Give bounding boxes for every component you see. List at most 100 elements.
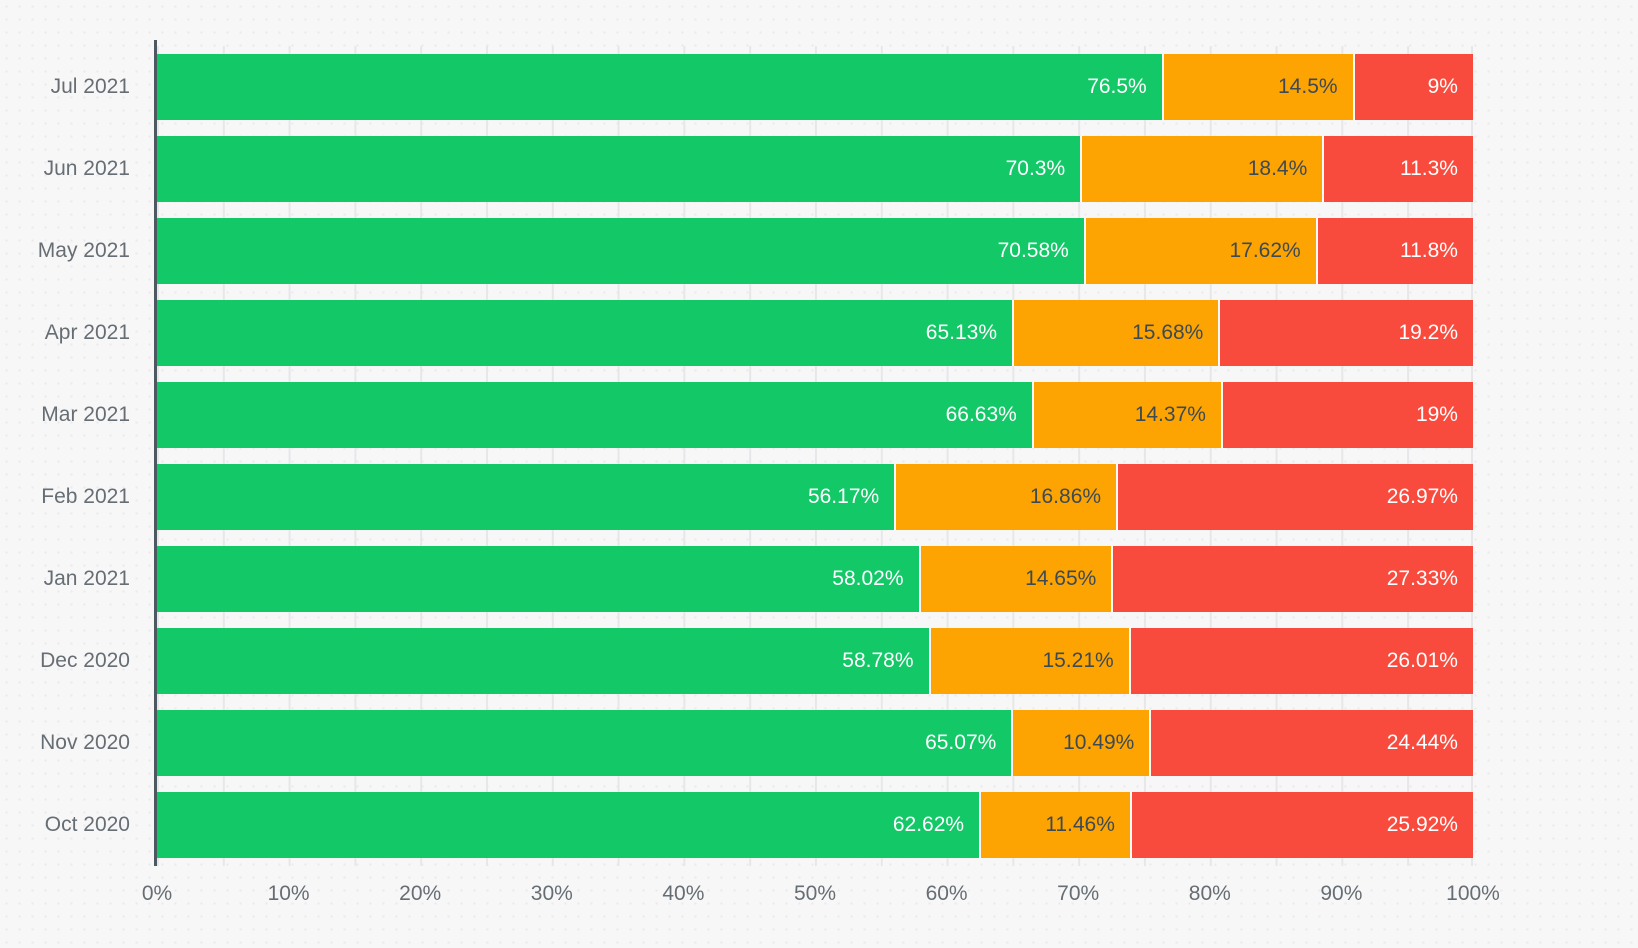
bar-segment-orange[interactable]: 15.21% [930,628,1131,694]
segment-value-label: 15.68% [1132,321,1204,344]
y-axis-label: Nov 2020 [40,731,130,754]
bar-row: 66.63% 14.37% 19% [157,374,1473,456]
plot-area: 76.5% 14.5% 9% 70.3% 18.4% 11.3% 70.58% 17.62% 1… [154,40,1473,866]
y-axis-line [154,40,157,866]
segment-value-label: 10.49% [1063,731,1135,754]
segment-value-label: 14.65% [1025,567,1097,590]
x-axis-tick-label: 0% [141,882,173,905]
segment-value-label: 11.46% [1045,813,1115,836]
bar-segment-green[interactable]: 65.07% [157,710,1014,776]
bar-segment-red[interactable]: 9% [1354,54,1473,120]
segment-value-label: 17.62% [1229,239,1301,262]
segment-value-label: 14.37% [1134,403,1206,426]
bar-segment-red[interactable]: 27.33% [1113,546,1473,612]
y-axis-label: Dec 2020 [40,649,130,672]
segment-value-label: 65.07% [925,731,997,754]
bar-segment-orange[interactable]: 14.65% [920,546,1114,612]
x-axis-tick-label: 50% [793,882,837,905]
y-axis-label: Jan 2021 [43,567,130,590]
x-axis-tick-label: 60% [925,882,968,905]
stacked-bar: 65.07% 10.49% 24.44% [157,710,1473,776]
segment-value-label: 24.44% [1386,731,1458,754]
x-axis-tick-label: 70% [1057,882,1100,905]
x-axis-tick-label: 20% [399,882,442,905]
stacked-bar: 66.63% 14.37% 19% [157,382,1473,448]
bar-segment-green[interactable]: 58.02% [157,546,921,612]
bar-segment-green[interactable]: 70.3% [157,136,1083,202]
bar-segment-red[interactable]: 19% [1222,382,1473,448]
segment-value-label: 26.01% [1386,649,1458,672]
stacked-bar: 58.02% 14.65% 27.33% [157,546,1473,612]
stacked-bar: 70.58% 17.62% 11.8% [157,218,1473,284]
segment-value-label: 76.5% [1087,75,1147,98]
bar-segment-green[interactable]: 56.17% [157,464,897,530]
segment-value-label: 16.86% [1029,485,1102,508]
stacked-bar: 70.3% 18.4% 11.3% [157,136,1473,202]
bar-segment-green[interactable]: 62.62% [157,792,982,858]
segment-value-label: 26.97% [1386,485,1458,508]
bar-segment-orange[interactable]: 17.62% [1085,218,1318,284]
y-axis-labels: Jul 2021 Jun 2021 May 2021 Apr 2021 Mar 2021… [0,46,130,866]
bar-row: 65.13% 15.68% 19.2% [157,292,1473,374]
stacked-bar: 76.5% 14.5% 9% [157,54,1473,120]
bar-segment-orange[interactable]: 11.46% [981,792,1132,858]
segment-value-label: 15.21% [1042,649,1114,672]
x-axis-tick-label: 30% [530,882,573,905]
bar-segment-orange[interactable]: 14.5% [1163,54,1355,120]
bar-segment-red[interactable]: 24.44% [1151,710,1473,776]
y-axis-label: Jun 2021 [43,157,130,180]
bar-row: 70.58% 17.62% 11.8% [157,210,1473,292]
segment-value-label: 11.8% [1399,239,1458,262]
stacked-bar: 65.13% 15.68% 19.2% [157,300,1473,366]
bar-segment-red[interactable]: 26.97% [1118,464,1473,530]
segment-value-label: 11.3% [1399,157,1458,180]
segment-value-label: 58.78% [842,649,914,672]
stacked-bar: 56.17% 16.86% 26.97% [157,464,1473,530]
bar-segment-red[interactable]: 26.01% [1130,628,1473,694]
stacked-bar: 62.62% 11.46% 25.92% [157,792,1473,858]
bar-segment-red[interactable]: 25.92% [1131,792,1473,858]
segment-value-label: 19.2% [1398,321,1458,344]
bar-row: 70.3% 18.4% 11.3% [157,128,1473,210]
bar-segment-red[interactable]: 11.8% [1317,218,1473,284]
bar-segment-green[interactable]: 76.5% [157,54,1164,120]
bar-segment-red[interactable]: 19.2% [1220,300,1473,366]
segment-value-label: 70.58% [997,239,1069,262]
segment-value-label: 25.92% [1386,813,1458,836]
segment-value-label: 14.5% [1278,75,1338,98]
segment-value-label: 70.3% [1005,157,1066,180]
y-axis-label: Feb 2021 [41,485,130,508]
bar-segment-green[interactable]: 70.58% [157,218,1086,284]
y-axis-label: Jul 2021 [50,75,130,98]
segment-value-label: 9% [1427,75,1458,98]
segment-value-label: 19% [1415,403,1458,426]
x-axis-tick-label: 10% [267,882,310,905]
y-axis-label: Apr 2021 [44,321,130,344]
x-axis-tick-label: 100% [1446,882,1500,905]
bar-segment-green[interactable]: 58.78% [157,628,931,694]
segment-value-label: 27.33% [1386,567,1458,590]
bar-segment-orange[interactable]: 10.49% [1013,710,1152,776]
bar-segment-green[interactable]: 65.13% [157,300,1015,366]
segment-value-label: 66.63% [945,403,1017,426]
bar-row: 62.62% 11.46% 25.92% [157,784,1473,866]
segment-value-label: 62.62% [892,813,965,836]
bar-row: 65.07% 10.49% 24.44% [157,702,1473,784]
x-axis-tick-label: 40% [662,882,705,905]
stacked-bar: 58.78% 15.21% 26.01% [157,628,1473,694]
bar-segment-orange[interactable]: 16.86% [896,464,1119,530]
bar-rows: 76.5% 14.5% 9% 70.3% 18.4% 11.3% 70.58% 17.62% 1… [157,46,1473,866]
y-axis-label: Mar 2021 [41,403,130,426]
bar-row: 58.78% 15.21% 26.01% [157,620,1473,702]
y-axis-label: May 2021 [37,239,130,262]
bar-segment-orange[interactable]: 15.68% [1014,300,1221,366]
bar-segment-orange[interactable]: 18.4% [1082,136,1325,202]
segment-value-label: 65.13% [925,321,998,344]
x-axis-tick-label: 90% [1320,882,1363,905]
bar-segment-orange[interactable]: 14.37% [1033,382,1223,448]
bar-segment-green[interactable]: 66.63% [157,382,1034,448]
segment-value-label: 58.02% [832,567,904,590]
x-axis-tick-label: 80% [1188,882,1231,905]
bar-segment-red[interactable]: 11.3% [1324,136,1473,202]
